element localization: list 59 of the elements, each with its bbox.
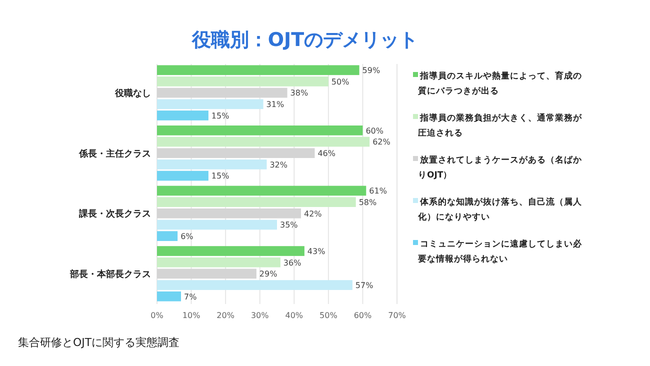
data-label: 7%: [184, 292, 198, 302]
legend-label: 指導員のスキルや熱量によって、育成の質にバラつきが出る: [417, 69, 582, 96]
bar: [157, 160, 267, 170]
bar: [157, 76, 328, 86]
data-label: 32%: [270, 160, 288, 170]
legend-label: 指導員の業務負担が大きく、通常業務が圧迫される: [417, 112, 583, 138]
data-label: 36%: [283, 258, 302, 268]
data-label: 29%: [259, 270, 278, 279]
data-label: 62%: [372, 138, 391, 147]
data-label: 57%: [355, 280, 374, 290]
bar: [157, 291, 181, 302]
data-label: 31%: [266, 100, 284, 110]
data-label: 46%: [318, 149, 336, 158]
bar: [157, 88, 288, 98]
x-tick-label: 40%: [285, 311, 304, 320]
legend-label: コミュニケーションに遠慮してしまい必要な情報が得られない: [417, 238, 583, 264]
bar: [157, 186, 366, 196]
data-label: 43%: [307, 246, 326, 256]
bar: [157, 65, 360, 76]
bar: [157, 136, 370, 147]
bar: [157, 197, 356, 207]
x-tick-label: 30%: [250, 311, 270, 320]
bar: [157, 246, 304, 256]
bar: [157, 170, 208, 181]
x-tick-label: 50%: [320, 311, 338, 320]
bar: [157, 110, 208, 120]
y-tick-label: 役職なし: [114, 88, 151, 100]
data-label: 6%: [180, 232, 194, 242]
bar: [157, 126, 363, 136]
y-tick-label: 部長・本部長クラス: [69, 268, 151, 280]
bar: [157, 220, 277, 230]
legend-label: 体系的な知識が抜け落ち、自己流（属人化）になりやすい: [417, 196, 583, 222]
legend-label: 放置されてしまうケースがある（名ばかりOJT）: [418, 154, 583, 180]
text: 集合研修とOJTに関する実態調査: [18, 336, 180, 349]
data-label: 59%: [362, 66, 380, 76]
chart-title: 役職別：OJTのデメリット: [190, 29, 418, 51]
data-label: 61%: [369, 186, 388, 196]
bar: [157, 280, 352, 290]
data-label: 35%: [280, 220, 298, 230]
x-tick-label: 60%: [354, 311, 372, 320]
x-tick-label: 20%: [216, 311, 235, 320]
bar: [157, 257, 280, 268]
data-label: 50%: [331, 77, 350, 86]
data-label: 42%: [304, 209, 322, 218]
data-label: 38%: [290, 88, 308, 98]
data-label: 15%: [211, 172, 230, 181]
y-tick-label: 課長・次長クラス: [78, 208, 151, 220]
x-tick-label: 70%: [388, 311, 406, 320]
x-tick-label: 0%: [150, 311, 164, 320]
bar: [157, 231, 178, 241]
bar: [157, 208, 301, 218]
bar: [157, 148, 315, 158]
data-label: 58%: [358, 198, 378, 207]
data-label: 15%: [211, 111, 230, 120]
y-tick-label: 係長・主任クラス: [78, 148, 151, 160]
data-label: 60%: [366, 126, 384, 136]
x-tick-label: 10%: [182, 311, 201, 320]
bar: [157, 99, 264, 110]
bar: [157, 268, 256, 279]
